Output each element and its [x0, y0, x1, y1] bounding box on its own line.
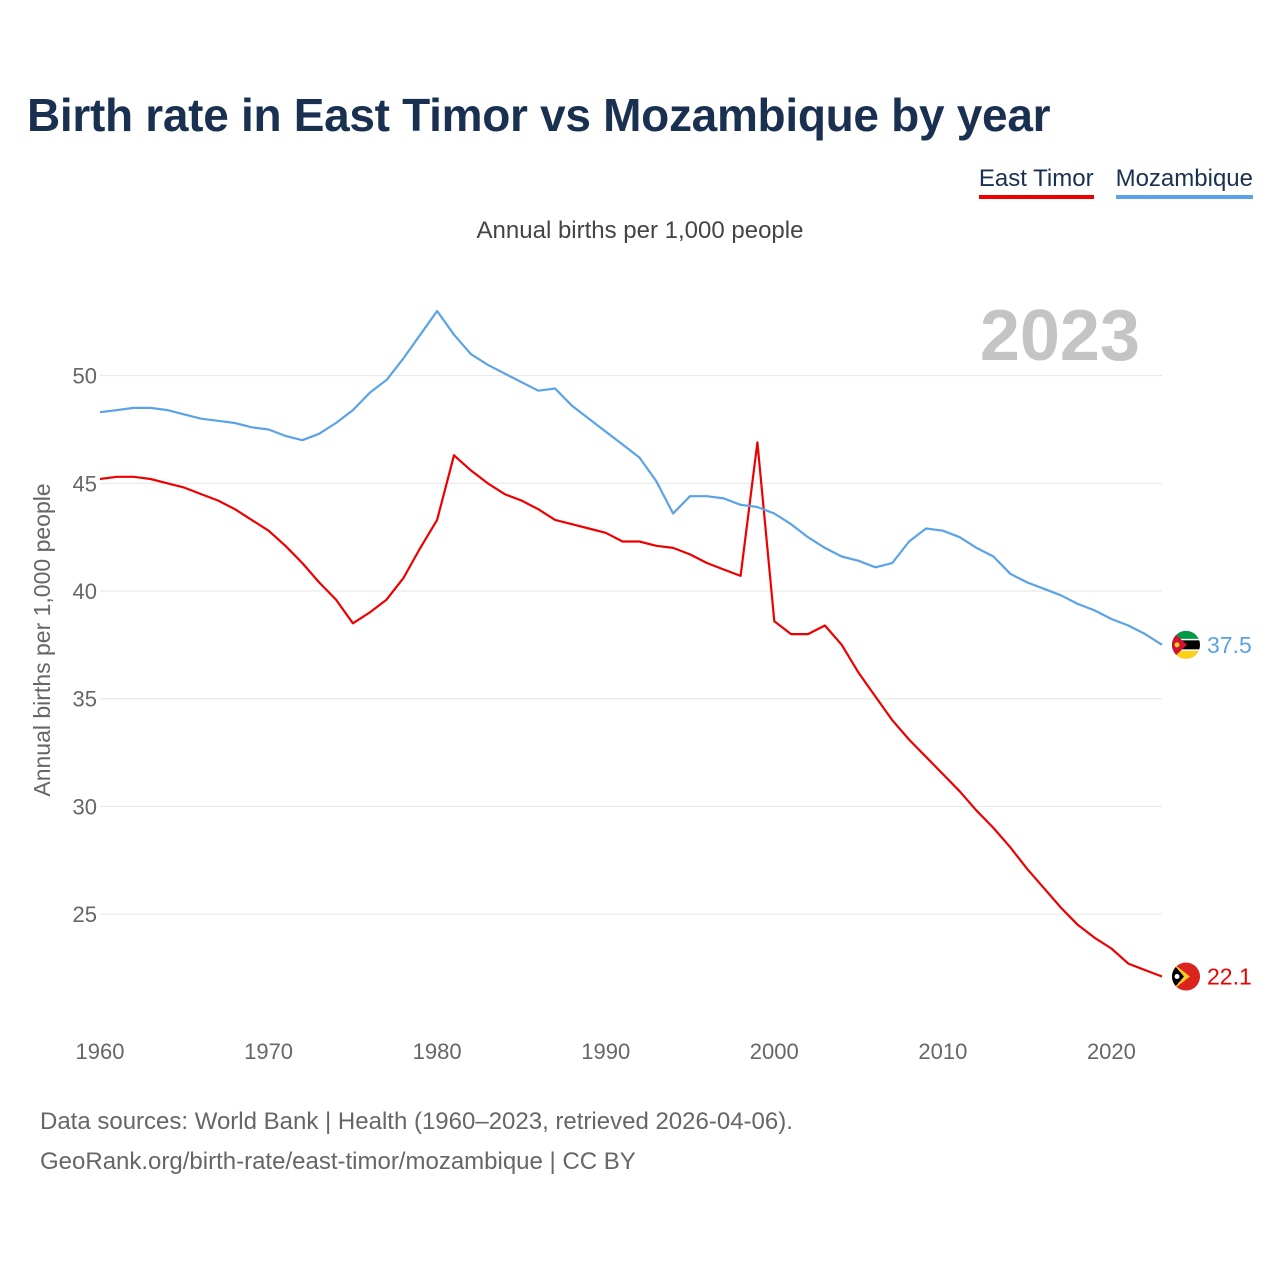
mozambique-flag-icon — [1172, 630, 1200, 659]
series-line-mozambique — [99, 309, 1163, 646]
series-line-east-timor — [99, 441, 1163, 978]
x-tick-label: 1960 — [76, 1039, 125, 1064]
footer-source: Data sources: World Bank | Health (1960–… — [40, 1108, 793, 1135]
y-tick-label: 40 — [73, 579, 97, 604]
x-tick-label: 1990 — [581, 1039, 630, 1064]
chart-subtitle: Annual births per 1,000 people — [476, 217, 804, 244]
footer-link[interactable]: GeoRank.org/birth-rate/east-timor/mozamb… — [40, 1148, 636, 1175]
legend: East Timor Mozambique — [978, 165, 1253, 199]
x-tick-label: 2000 — [750, 1039, 799, 1064]
x-tick-label: 1980 — [413, 1039, 462, 1064]
east-timor-flag-icon — [1172, 962, 1200, 991]
line-chart: 25 30 35 40 45 50 1960 1970 1980 1990 2000 2010 2020… — [29, 296, 1252, 1064]
x-tick-label: 2010 — [918, 1039, 967, 1064]
y-tick-label: 45 — [73, 471, 97, 496]
y-tick-label: 35 — [73, 687, 97, 712]
chart-title: Birth rate in East Timor vs Mozambique b… — [27, 89, 1051, 141]
y-axis-title: Annual births per 1,000 people — [29, 483, 55, 796]
y-tick-label: 25 — [73, 902, 97, 927]
year-watermark: 2023 — [980, 296, 1140, 376]
x-tick-label: 1970 — [244, 1039, 293, 1064]
legend-item-mozambique[interactable]: Mozambique — [1115, 165, 1253, 199]
end-value-label: 37.5 — [1207, 632, 1252, 658]
x-tick-label: 2020 — [1087, 1039, 1136, 1064]
legend-item-east-timor[interactable]: East Timor — [978, 165, 1094, 199]
end-value-label: 22.1 — [1207, 964, 1252, 990]
y-tick-label: 30 — [73, 794, 97, 819]
y-tick-label: 50 — [73, 364, 97, 389]
